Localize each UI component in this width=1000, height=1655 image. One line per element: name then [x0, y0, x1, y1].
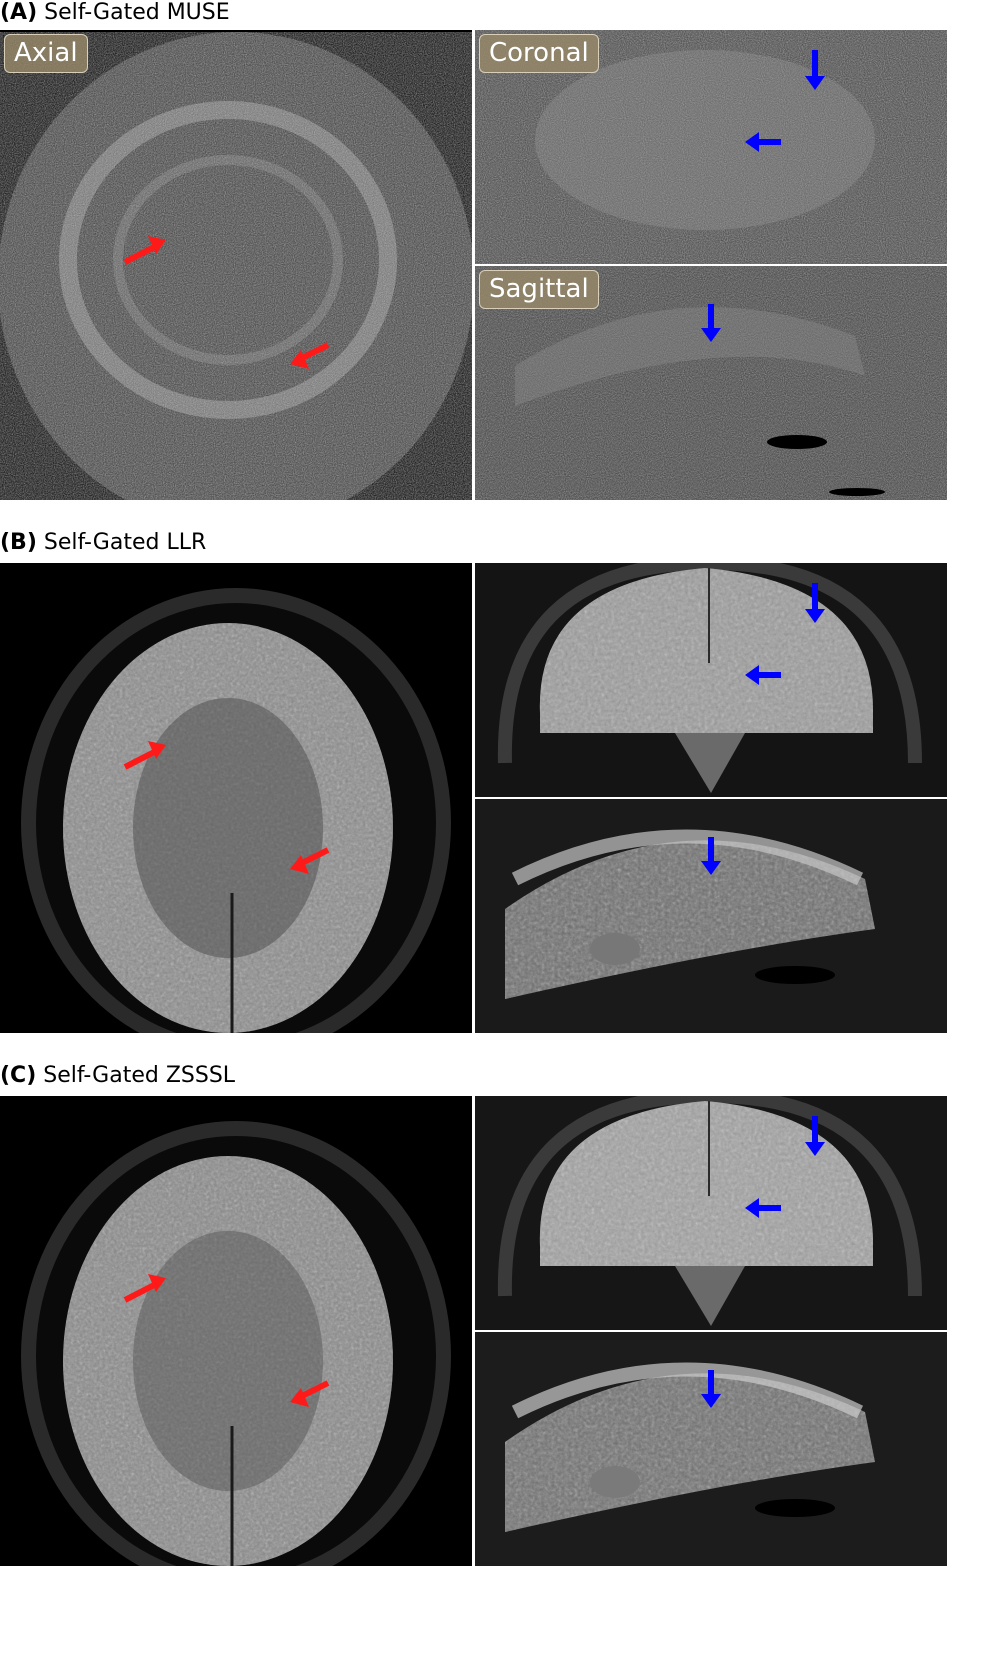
row-c-method: Self-Gated ZSSSL	[43, 1063, 236, 1088]
row-c-axial-image	[0, 1096, 472, 1566]
row-a-method: Self-Gated MUSE	[44, 0, 230, 25]
row-c-sagittal-image	[475, 1332, 947, 1566]
row-a-sagittal-image: Sagittal	[475, 266, 947, 500]
row-c-label: (C)	[0, 1063, 37, 1088]
row-b-method: Self-Gated LLR	[43, 530, 207, 555]
axial-view-label: Axial	[4, 34, 88, 73]
row-b-sagittal-image	[475, 799, 947, 1033]
row-c-title: (C) Self-Gated ZSSSL	[0, 1063, 235, 1089]
row-a-axial-image: Axial	[0, 30, 472, 500]
row-c-coronal-image	[475, 1096, 947, 1330]
row-a-coronal-image: Coronal	[475, 30, 947, 264]
row-b-axial-image	[0, 563, 472, 1033]
sagittal-view-label: Sagittal	[479, 270, 599, 309]
coronal-view-label: Coronal	[479, 34, 599, 73]
row-b-label: (B)	[0, 530, 37, 555]
row-b-title: (B) Self-Gated LLR	[0, 530, 206, 556]
row-a-title: (A) Self-Gated MUSE	[0, 0, 230, 26]
row-b-coronal-image	[475, 563, 947, 797]
row-a-label: (A)	[0, 0, 38, 25]
